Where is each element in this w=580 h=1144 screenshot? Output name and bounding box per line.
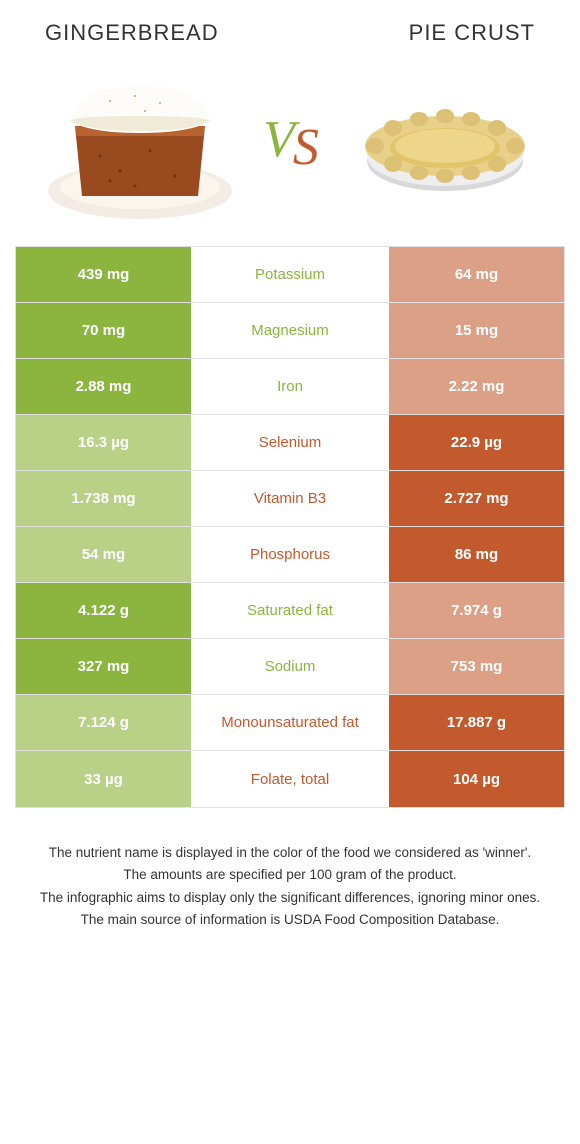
footnotes: The nutrient name is displayed in the co… (15, 808, 565, 930)
header-titles: GINGERBREAD PIE CRUST (15, 20, 565, 61)
table-row: 16.3 µgSelenium22.9 µg (16, 415, 564, 471)
infographic-container: { "colors": { "left": "#8bb53f", "right"… (0, 0, 580, 962)
left-value-cell: 33 µg (16, 751, 191, 807)
table-row: 7.124 gMonounsaturated fat17.887 g (16, 695, 564, 751)
table-row: 4.122 gSaturated fat7.974 g (16, 583, 564, 639)
footnote-line: The nutrient name is displayed in the co… (30, 843, 550, 863)
footnote-line: The amounts are specified per 100 gram o… (30, 865, 550, 885)
right-value-cell: 15 mg (389, 303, 564, 358)
nutrient-label: Phosphorus (191, 527, 389, 582)
right-value-cell: 104 µg (389, 751, 564, 807)
right-food-title: PIE CRUST (409, 20, 535, 46)
right-value-cell: 2.22 mg (389, 359, 564, 414)
nutrient-label: Folate, total (191, 751, 389, 807)
right-value-cell: 7.974 g (389, 583, 564, 638)
left-value-cell: 2.88 mg (16, 359, 191, 414)
right-value-cell: 2.727 mg (389, 471, 564, 526)
left-value-cell: 54 mg (16, 527, 191, 582)
left-value-cell: 1.738 mg (16, 471, 191, 526)
left-value-cell: 70 mg (16, 303, 191, 358)
table-row: 327 mgSodium753 mg (16, 639, 564, 695)
comparison-table: 439 mgPotassium64 mg70 mgMagnesium15 mg2… (15, 246, 565, 808)
right-value-cell: 64 mg (389, 247, 564, 302)
footnote-line: The main source of information is USDA F… (30, 910, 550, 930)
table-row: 439 mgPotassium64 mg (16, 247, 564, 303)
vs-row: VS (15, 61, 565, 246)
table-row: 1.738 mgVitamin B32.727 mg (16, 471, 564, 527)
right-value-cell: 86 mg (389, 527, 564, 582)
vs-label: VS (263, 114, 317, 173)
table-row: 2.88 mgIron2.22 mg (16, 359, 564, 415)
left-value-cell: 7.124 g (16, 695, 191, 750)
left-value-cell: 16.3 µg (16, 415, 191, 470)
nutrient-label: Magnesium (191, 303, 389, 358)
table-row: 70 mgMagnesium15 mg (16, 303, 564, 359)
nutrient-label: Monounsaturated fat (191, 695, 389, 750)
nutrient-label: Saturated fat (191, 583, 389, 638)
left-food-title: GINGERBREAD (45, 20, 219, 46)
nutrient-label: Sodium (191, 639, 389, 694)
table-row: 54 mgPhosphorus86 mg (16, 527, 564, 583)
right-value-cell: 22.9 µg (389, 415, 564, 470)
table-row: 33 µgFolate, total104 µg (16, 751, 564, 807)
right-value-cell: 753 mg (389, 639, 564, 694)
nutrient-label: Vitamin B3 (191, 471, 389, 526)
footnote-line: The infographic aims to display only the… (30, 888, 550, 908)
left-value-cell: 439 mg (16, 247, 191, 302)
left-value-cell: 327 mg (16, 639, 191, 694)
left-value-cell: 4.122 g (16, 583, 191, 638)
right-value-cell: 17.887 g (389, 695, 564, 750)
nutrient-label: Potassium (191, 247, 389, 302)
right-food-image (345, 61, 540, 226)
nutrient-label: Selenium (191, 415, 389, 470)
vs-s: S (293, 118, 317, 177)
left-food-image (40, 61, 235, 226)
nutrient-label: Iron (191, 359, 389, 414)
vs-v: V (263, 110, 293, 169)
